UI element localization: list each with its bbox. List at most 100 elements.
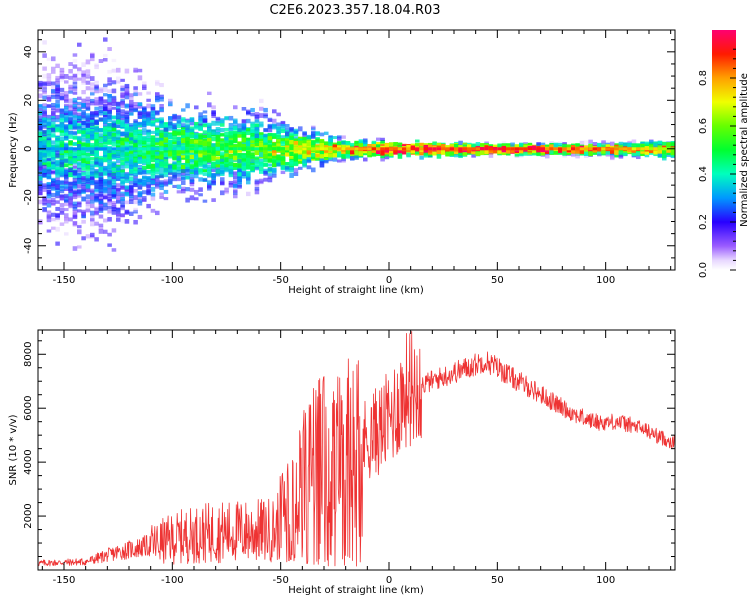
spectrogram-cell: [133, 92, 138, 97]
spectrogram-cell: [72, 109, 78, 115]
spectrogram-cell: [267, 147, 273, 151]
spectrogram-cell: [280, 126, 286, 132]
spectrogram-cell: [72, 86, 78, 91]
spectrogram-cell: [610, 155, 615, 161]
spectrogram-cell: [241, 154, 247, 159]
spectrogram-cell: [280, 170, 286, 175]
spectrogram-cell: [129, 123, 134, 127]
spectrogram-cell: [72, 189, 78, 194]
spectrogram-cell: [159, 107, 164, 112]
spectrogram-cell: [211, 120, 216, 126]
spectrogram-cell: [129, 168, 134, 174]
spectrogram-cell: [228, 164, 234, 169]
spectrogram-cell: [584, 154, 589, 159]
spectrogram-cell: [59, 136, 65, 142]
spectrogram-cell: [168, 151, 173, 157]
spectrogram-cell: [150, 104, 156, 109]
spectrogram-cell: [293, 130, 299, 134]
spectrogram-cell: [493, 147, 498, 151]
spectrogram-cell: [566, 144, 572, 148]
spectrogram-cell: [129, 196, 134, 201]
spectrogram-cell: [68, 117, 73, 122]
spectrogram-cell: [272, 118, 277, 123]
spectrogram-cell: [631, 148, 637, 153]
spectrogram-cell: [59, 195, 65, 200]
spectrogram-cell: [185, 155, 190, 160]
spectrogram-cell: [85, 153, 91, 157]
spectrogram-cell: [103, 37, 108, 42]
spectrogram-cell: [90, 176, 95, 180]
spectrogram-cell: [146, 191, 151, 195]
spectrogram-cell: [90, 86, 95, 91]
spectrogram-cell: [51, 178, 56, 183]
spectrogram-cell: [120, 78, 125, 82]
spectrogram-cell: [298, 159, 303, 164]
spectrogram-cell: [237, 127, 242, 132]
spectrogram-cell: [250, 155, 255, 160]
spectrogram-cell: [159, 147, 164, 151]
spectrogram-cell: [85, 157, 91, 162]
spectrogram-cell: [129, 112, 134, 116]
spectrogram-cell: [241, 147, 247, 151]
spectrogram-cell: [584, 147, 589, 151]
spectrogram-cell: [137, 75, 143, 81]
spectrogram-cell: [42, 53, 47, 58]
spectrogram-cell: [116, 124, 121, 129]
spectrogram-cell: [107, 69, 112, 74]
spectrogram-cell: [124, 90, 130, 95]
spectrogram-cell: [181, 147, 186, 151]
spectrogram-cell: [133, 173, 138, 177]
spectrogram-cell: [419, 150, 424, 155]
spectrogram-cell: [103, 130, 108, 135]
spectrogram-cell: [42, 197, 47, 202]
spectrogram-cell: [150, 163, 156, 169]
spectrogram-cell: [397, 151, 403, 156]
spectrogram-cell: [501, 140, 507, 146]
spectrogram-cell: [571, 152, 576, 157]
spectrogram-cell: [397, 150, 403, 154]
spectrogram-cell: [94, 189, 99, 193]
spectrogram-cell: [51, 161, 56, 166]
spectrogram-cell: [111, 183, 117, 187]
spectrogram-cell: [111, 185, 117, 190]
spectrogram-cell: [159, 130, 164, 134]
spectrogram-cell: [575, 154, 580, 159]
spectrogram-cell: [176, 160, 182, 166]
spectrogram-cell: [432, 150, 437, 155]
spectrogram-cell: [189, 182, 195, 187]
spectrogram-cell: [111, 162, 117, 168]
spectrogram-cell: [267, 125, 273, 129]
spectrogram-cell: [562, 142, 567, 146]
spectrogram-cell: [72, 185, 78, 189]
spectrogram-cell: [259, 132, 264, 136]
spectrogram-cell: [146, 121, 151, 126]
spectrogram-cell: [532, 151, 537, 156]
spectrogram-cell: [194, 105, 199, 110]
spectrogram-cell: [120, 116, 125, 121]
spectrogram-cell: [354, 148, 359, 153]
spectrogram-cell: [228, 180, 234, 185]
spectrogram-cell: [237, 131, 242, 135]
spectrogram-cell: [601, 143, 606, 148]
spectrogram-cell: [484, 149, 489, 155]
spectrogram-cell: [129, 148, 134, 154]
spectrogram-cell: [124, 95, 130, 100]
spectrogram-cell: [202, 149, 208, 154]
spectrogram-cell: [168, 133, 173, 139]
spectrogram-cell: [250, 112, 255, 117]
spectrogram-cell: [510, 142, 515, 147]
spectrogram-cell: [337, 136, 342, 141]
spectrogram-cell: [77, 123, 82, 128]
spectrogram-cell: [38, 187, 43, 192]
spectrogram-cell: [116, 171, 121, 177]
spectrogram-cell: [302, 136, 307, 141]
spectrogram-cell: [133, 104, 138, 110]
spectrogram-cell: [85, 234, 91, 239]
spectrogram-cell: [120, 141, 125, 146]
spectrogram-cell: [103, 138, 108, 142]
spectrogram-cell: [124, 189, 130, 195]
spectrogram-cell: [59, 127, 65, 131]
spectrogram-cell: [107, 165, 112, 170]
spectrogram-cell: [98, 214, 104, 219]
spectrogram-cell: [519, 149, 524, 154]
